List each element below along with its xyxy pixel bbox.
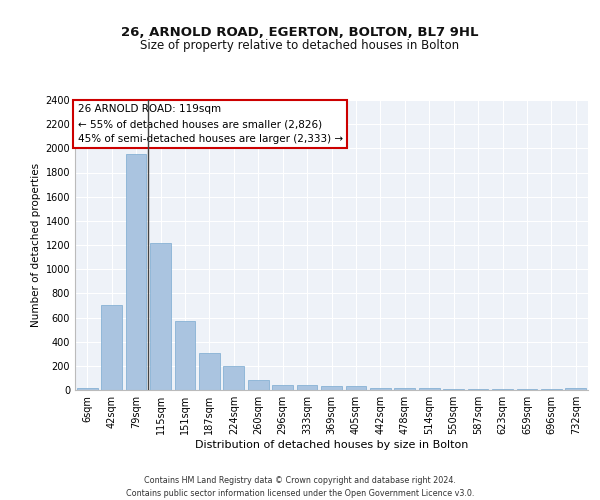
Text: Size of property relative to detached houses in Bolton: Size of property relative to detached ho… — [140, 38, 460, 52]
Y-axis label: Number of detached properties: Number of detached properties — [31, 163, 41, 327]
Bar — [150, 242, 171, 390]
Text: 26, ARNOLD ROAD, EGERTON, BOLTON, BL7 9HL: 26, ARNOLD ROAD, EGERTON, BOLTON, BL7 9H… — [121, 26, 479, 39]
Bar — [248, 380, 269, 390]
X-axis label: Distribution of detached houses by size in Bolton: Distribution of detached houses by size … — [195, 440, 468, 450]
Text: Contains HM Land Registry data © Crown copyright and database right 2024.
Contai: Contains HM Land Registry data © Crown c… — [126, 476, 474, 498]
Bar — [175, 320, 196, 390]
Bar — [223, 366, 244, 390]
Bar — [346, 386, 367, 390]
Bar — [199, 353, 220, 390]
Bar — [394, 388, 415, 390]
Bar — [77, 388, 98, 390]
Text: 26 ARNOLD ROAD: 119sqm
← 55% of detached houses are smaller (2,826)
45% of semi-: 26 ARNOLD ROAD: 119sqm ← 55% of detached… — [77, 104, 343, 144]
Bar — [296, 386, 317, 390]
Bar — [370, 388, 391, 390]
Bar — [565, 388, 586, 390]
Bar — [419, 388, 440, 390]
Bar — [101, 306, 122, 390]
Bar — [272, 384, 293, 390]
Bar — [321, 386, 342, 390]
Bar — [125, 154, 146, 390]
